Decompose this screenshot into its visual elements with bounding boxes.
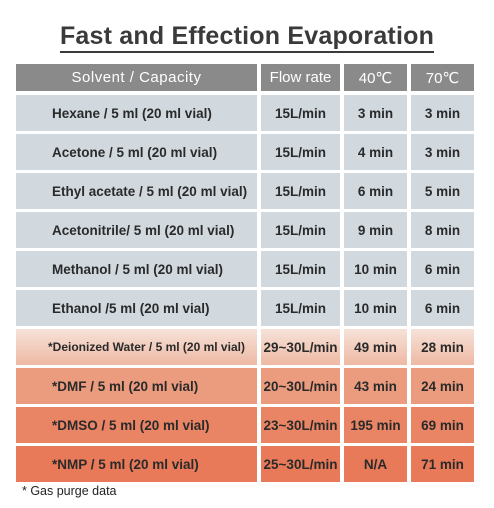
header-40c: 40℃ <box>344 64 407 91</box>
cell-flow-rate: 25~30L/min <box>261 446 340 482</box>
cell-flow-rate: 15L/min <box>261 251 340 287</box>
cell-70c: 71 min <box>411 446 474 482</box>
table-row: *DMSO / 5 ml (20 ml vial) 23~30L/min 195… <box>16 407 478 443</box>
cell-solvent: *NMP / 5 ml (20 ml vial) <box>16 446 257 482</box>
cell-solvent: *Deionized Water / 5 ml (20 ml vial) <box>16 329 257 365</box>
cell-flow-rate: 15L/min <box>261 290 340 326</box>
page-title: Fast and Effection Evaporation <box>0 22 494 53</box>
cell-40c: 49 min <box>344 329 407 365</box>
cell-70c: 28 min <box>411 329 474 365</box>
cell-40c: 10 min <box>344 251 407 287</box>
cell-flow-rate: 15L/min <box>261 95 340 131</box>
cell-flow-rate: 20~30L/min <box>261 368 340 404</box>
table-row: Acetonitrile/ 5 ml (20 ml vial) 15L/min … <box>16 212 478 248</box>
cell-70c: 6 min <box>411 290 474 326</box>
cell-70c: 3 min <box>411 134 474 170</box>
table-row: *Deionized Water / 5 ml (20 ml vial) 29~… <box>16 329 478 365</box>
table-row: Ethanol /5 ml (20 ml vial) 15L/min 10 mi… <box>16 290 478 326</box>
cell-flow-rate: 23~30L/min <box>261 407 340 443</box>
header-solvent: Solvent / Capacity <box>16 64 257 91</box>
header-70c: 70℃ <box>411 64 474 91</box>
footnote: * Gas purge data <box>22 484 117 498</box>
cell-40c: 6 min <box>344 173 407 209</box>
cell-40c: 3 min <box>344 95 407 131</box>
cell-solvent: *DMSO / 5 ml (20 ml vial) <box>16 407 257 443</box>
cell-70c: 69 min <box>411 407 474 443</box>
cell-70c: 6 min <box>411 251 474 287</box>
header-flow-rate: Flow rate <box>261 64 340 91</box>
table-row: Ethyl acetate / 5 ml (20 ml vial) 15L/mi… <box>16 173 478 209</box>
cell-solvent: Acetonitrile/ 5 ml (20 ml vial) <box>16 212 257 248</box>
cell-solvent: Ethanol /5 ml (20 ml vial) <box>16 290 257 326</box>
table-row: Methanol / 5 ml (20 ml vial) 15L/min 10 … <box>16 251 478 287</box>
cell-solvent: Methanol / 5 ml (20 ml vial) <box>16 251 257 287</box>
cell-70c: 8 min <box>411 212 474 248</box>
cell-flow-rate: 29~30L/min <box>261 329 340 365</box>
table-header-row: Solvent / Capacity Flow rate 40℃ 70℃ <box>16 64 478 91</box>
cell-40c: 4 min <box>344 134 407 170</box>
table-row: Acetone / 5 ml (20 ml vial) 15L/min 4 mi… <box>16 134 478 170</box>
cell-flow-rate: 15L/min <box>261 173 340 209</box>
cell-40c: 43 min <box>344 368 407 404</box>
evaporation-table: Solvent / Capacity Flow rate 40℃ 70℃ Hex… <box>16 64 478 485</box>
title-text: Fast and Effection Evaporation <box>59 22 435 53</box>
cell-40c: N/A <box>344 446 407 482</box>
cell-solvent: Ethyl acetate / 5 ml (20 ml vial) <box>16 173 257 209</box>
cell-flow-rate: 15L/min <box>261 134 340 170</box>
cell-70c: 5 min <box>411 173 474 209</box>
cell-40c: 9 min <box>344 212 407 248</box>
cell-solvent: Acetone / 5 ml (20 ml vial) <box>16 134 257 170</box>
cell-40c: 10 min <box>344 290 407 326</box>
cell-70c: 24 min <box>411 368 474 404</box>
cell-70c: 3 min <box>411 95 474 131</box>
cell-40c: 195 min <box>344 407 407 443</box>
table-row: Hexane / 5 ml (20 ml vial) 15L/min 3 min… <box>16 95 478 131</box>
cell-solvent: Hexane / 5 ml (20 ml vial) <box>16 95 257 131</box>
cell-flow-rate: 15L/min <box>261 212 340 248</box>
table-row: *DMF / 5 ml (20 ml vial) 20~30L/min 43 m… <box>16 368 478 404</box>
cell-solvent: *DMF / 5 ml (20 ml vial) <box>16 368 257 404</box>
table-row: *NMP / 5 ml (20 ml vial) 25~30L/min N/A … <box>16 446 478 482</box>
